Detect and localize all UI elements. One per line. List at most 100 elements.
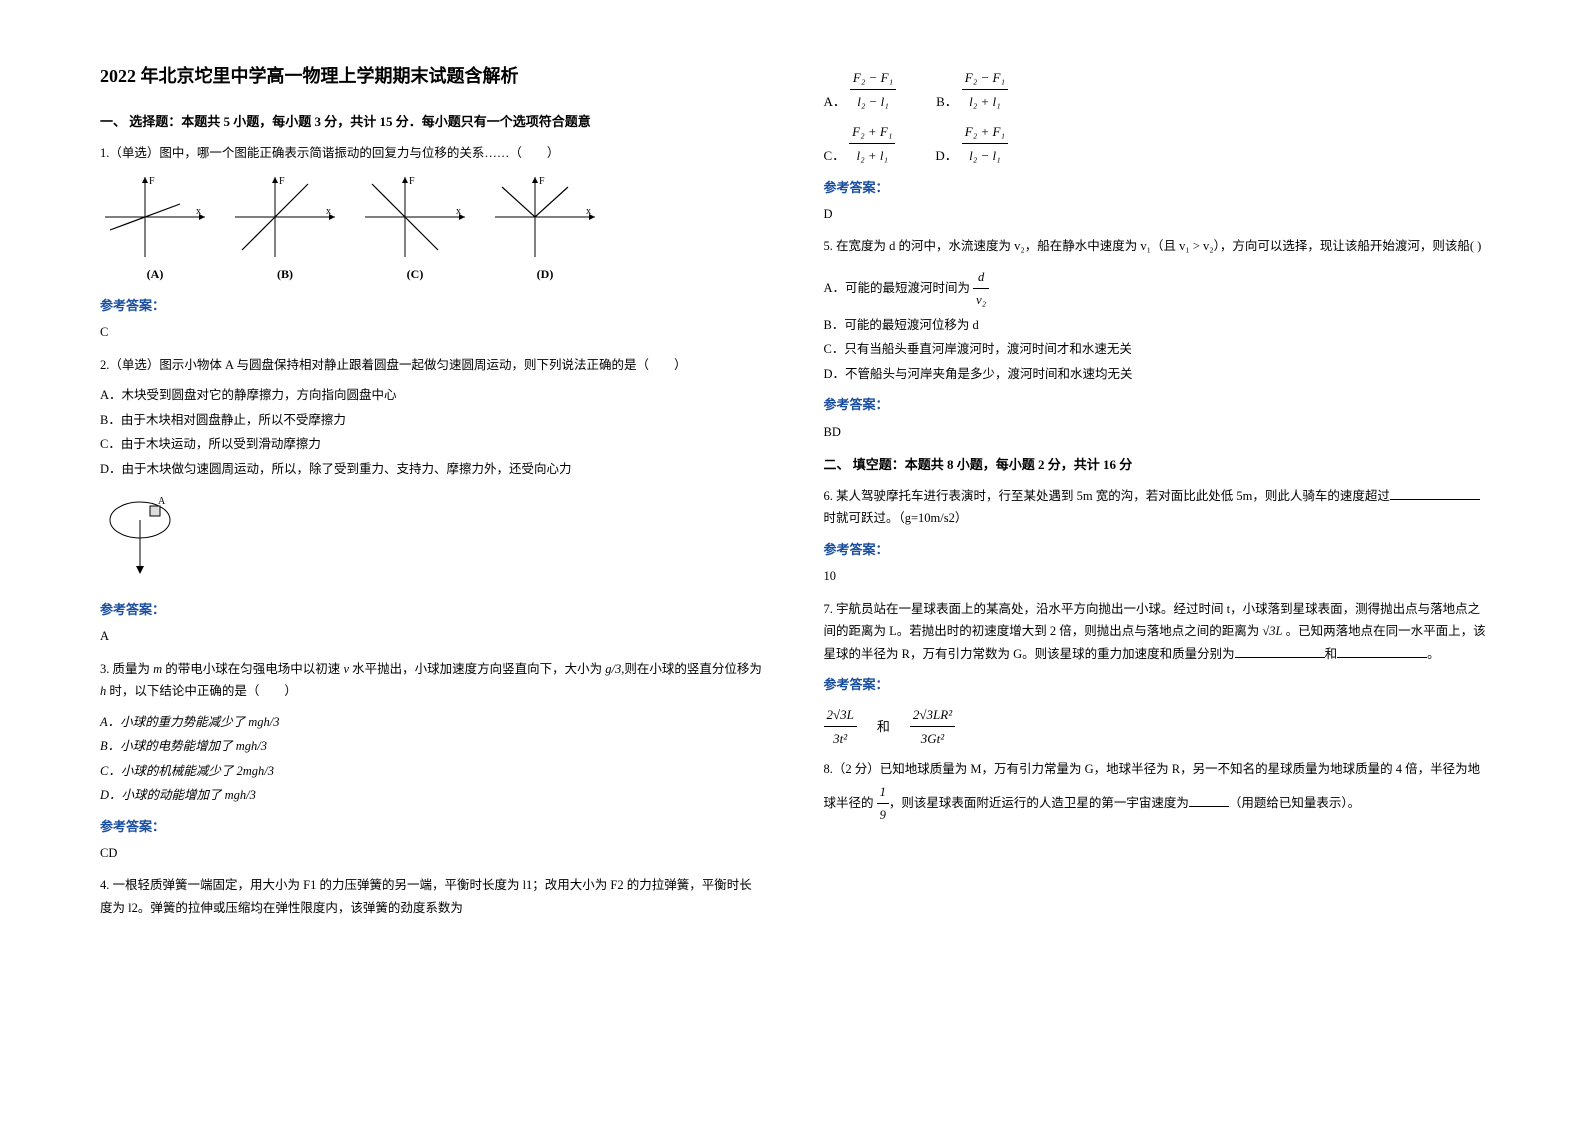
q4-a-num: F₂ − F₁ [850, 66, 896, 90]
ref-answer-label-2: 参考答案： [100, 598, 764, 621]
exam-title: 2022 年北京坨里中学高一物理上学期期末试题含解析 [100, 60, 764, 92]
q3-opt-c: C．小球的机械能减少了 2mgh/3 [100, 760, 764, 783]
svg-text:F: F [539, 176, 545, 187]
q4-d-label: D． [935, 144, 957, 167]
svg-text:x: x [326, 206, 331, 217]
q5-opt-b: B．可能的最短渡河位移为 d [824, 314, 1488, 337]
graph-a: x F (A) [100, 172, 210, 286]
q2-diagram: A [100, 490, 764, 587]
q6-pre: 6. 某人驾驶摩托车进行表演时，行至某处遇到 5m 宽的沟，若对面比此处低 5m… [824, 489, 1390, 503]
q6-post: 时就可跃过。（g=10m/s2） [824, 511, 968, 525]
question-3: 3. 质量为 m 的带电小球在匀强电场中以初速 v 水平抛出，小球加速度方向竖直… [100, 658, 764, 703]
q3-after: 水平抛出，小球加速度方向竖直向下，大小为 [349, 662, 605, 676]
q3-mid: 的带电小球在匀强电场中以初速 [162, 662, 343, 676]
graph-d: x F (D) [490, 172, 600, 286]
q5-opt-a: A．可能的最短渡河时间为 d v₂ [824, 266, 1488, 312]
q8-frac-num: 1 [877, 781, 889, 805]
q3-opt-b: B．小球的电势能增加了 mgh/3 [100, 735, 764, 758]
q5-a-den: v₂ [973, 289, 989, 312]
q4-choice-a: A． F₂ − F₁ l₂ − l₁ [824, 66, 897, 114]
q4-a-label: A． [824, 90, 846, 113]
svg-text:x: x [196, 206, 201, 217]
svg-text:x: x [586, 206, 591, 217]
q8-post: ，则该星球表面附近运行的人造卫星的第一宇宙速度为 [889, 796, 1189, 810]
q5-a-num: d [973, 266, 989, 290]
question-1: 1.（单选）图中，哪一个图能正确表示简谐振动的回复力与位移的关系……（ ） [100, 142, 764, 165]
q7-and: 和 [1325, 647, 1338, 661]
q3-pre: 3. 质量为 [100, 662, 153, 676]
q8-frac-den: 9 [877, 804, 889, 827]
q5-opt-c: C．只有当船头垂直河岸渡河时，渡河时间才和水速无关 [824, 338, 1488, 361]
q4-b-den: l₂ + l₁ [962, 90, 1008, 113]
ref-answer-label-6: 参考答案： [824, 538, 1488, 561]
answer-1: C [100, 321, 764, 344]
svg-text:x: x [456, 206, 461, 217]
q8-blank [1189, 794, 1229, 807]
question-2: 2.（单选）图示小物体 A 与圆盘保持相对静止跟着圆盘一起做匀速圆周运动，则下列… [100, 354, 764, 377]
left-column: 2022 年北京坨里中学高一物理上学期期末试题含解析 一、 选择题：本题共 5 … [100, 60, 764, 1062]
q4-choices-row2: C． F₂ + F₁ l₂ + l₁ D． F₂ + F₁ l₂ − l₁ [824, 120, 1488, 168]
q1-graphs: x F (A) x F (B) [100, 172, 764, 286]
q2-opt-d: D．由于木块做匀速圆周运动，所以，除了受到重力、支持力、摩擦力外，还受向心力 [100, 458, 764, 481]
q7-blank1 [1235, 645, 1325, 658]
q4-choice-c: C． F₂ + F₁ l₂ + l₁ [824, 120, 896, 168]
q3-m: m [153, 662, 162, 676]
q4-a-den: l₂ − l₁ [850, 90, 896, 113]
ref-answer-label-4: 参考答案： [824, 176, 1488, 199]
svg-text:F: F [279, 176, 285, 187]
section-1-heading: 一、 选择题：本题共 5 小题，每小题 3 分，共计 15 分．每小题只有一个选… [100, 110, 764, 133]
right-column: A． F₂ − F₁ l₂ − l₁ B． F₂ − F₁ l₂ + l₁ C．… [824, 60, 1488, 1062]
q3-g3: g/3 [605, 662, 621, 676]
q3-end: ,则在小球的竖直分位移为 [621, 662, 762, 676]
q7-period: 。 [1427, 647, 1440, 661]
question-4: 4. 一根轻质弹簧一端固定，用大小为 F1 的力压弹簧的另一端，平衡时长度为 l… [100, 874, 764, 919]
q7-sqrt3l: √3L [1262, 624, 1282, 638]
ref-answer-label-3: 参考答案： [100, 815, 764, 838]
answer-5: BD [824, 421, 1488, 444]
q4-c-label: C． [824, 144, 846, 167]
q3-opt-d: D．小球的动能增加了 mgh/3 [100, 784, 764, 807]
question-6: 6. 某人驾驶摩托车进行表演时，行至某处遇到 5m 宽的沟，若对面比此处低 5m… [824, 485, 1488, 530]
q3-opt-a: A．小球的重力势能减少了 mgh/3 [100, 711, 764, 734]
answer-4: D [824, 203, 1488, 226]
q2-options: A．木块受到圆盘对它的静摩擦力，方向指向圆盘中心 B．由于木块相对圆盘静止，所以… [100, 384, 764, 480]
a7-f1-den: 3t² [824, 727, 857, 750]
q4-d-den: l₂ − l₁ [962, 144, 1008, 167]
question-7: 7. 宇航员站在一星球表面上的某高处，沿水平方向抛出一小球。经过时间 t，小球落… [824, 598, 1488, 666]
answer-7: 2√3L 3t² 和 2√3LR² 3Gt² [824, 703, 1488, 751]
ref-answer-label-1: 参考答案： [100, 294, 764, 317]
graph-b: x F (B) [230, 172, 340, 286]
a7-mid: 和 [877, 715, 890, 738]
graph-c: x F (C) [360, 172, 470, 286]
q3-final: 时，以下结论中正确的是（ ） [106, 684, 297, 698]
graph-b-label: (B) [230, 264, 340, 286]
graph-d-label: (D) [490, 264, 600, 286]
graph-c-label: (C) [360, 264, 470, 286]
q4-choices-row1: A． F₂ − F₁ l₂ − l₁ B． F₂ − F₁ l₂ + l₁ [824, 66, 1488, 114]
q4-choice-d: D． F₂ + F₁ l₂ − l₁ [935, 120, 1008, 168]
svg-text:F: F [409, 176, 415, 187]
svg-text:F: F [149, 176, 155, 187]
q4-d-num: F₂ + F₁ [962, 120, 1008, 144]
question-5: 5. 在宽度为 d 的河中，水流速度为 v₂，船在静水中速度为 v₁（且 v₁ … [824, 235, 1488, 258]
q4-c-den: l₂ + l₁ [849, 144, 895, 167]
graph-a-label: (A) [100, 264, 210, 286]
a7-f1-num: 2√3L [824, 703, 857, 727]
q6-blank [1390, 487, 1480, 500]
q5-a-pre: A．可能的最短渡河时间为 [824, 281, 971, 295]
ref-answer-label-5: 参考答案： [824, 393, 1488, 416]
q4-choice-b: B． F₂ − F₁ l₂ + l₁ [936, 66, 1008, 114]
q5-opt-d: D．不管船头与河岸夹角是多少，渡河时间和水速均无关 [824, 363, 1488, 386]
q2-opt-a: A．木块受到圆盘对它的静摩擦力，方向指向圆盘中心 [100, 384, 764, 407]
q4-c-num: F₂ + F₁ [849, 120, 895, 144]
answer-2: A [100, 625, 764, 648]
q4-b-num: F₂ − F₁ [962, 66, 1008, 90]
q3-options: A．小球的重力势能减少了 mgh/3 B．小球的电势能增加了 mgh/3 C．小… [100, 711, 764, 807]
section-2-heading: 二、 填空题：本题共 8 小题，每小题 2 分，共计 16 分 [824, 453, 1488, 476]
q2-opt-b: B．由于木块相对圆盘静止，所以不受摩擦力 [100, 409, 764, 432]
q8-paren: （用题给已知量表示）。 [1229, 796, 1360, 810]
q4-b-label: B． [936, 90, 958, 113]
q2-opt-c: C．由于木块运动，所以受到滑动摩擦力 [100, 433, 764, 456]
a7-f2-den: 3Gt² [910, 727, 955, 750]
question-8: 8.（2 分）已知地球质量为 M，万有引力常量为 G，地球半径为 R，另一不知名… [824, 758, 1488, 827]
